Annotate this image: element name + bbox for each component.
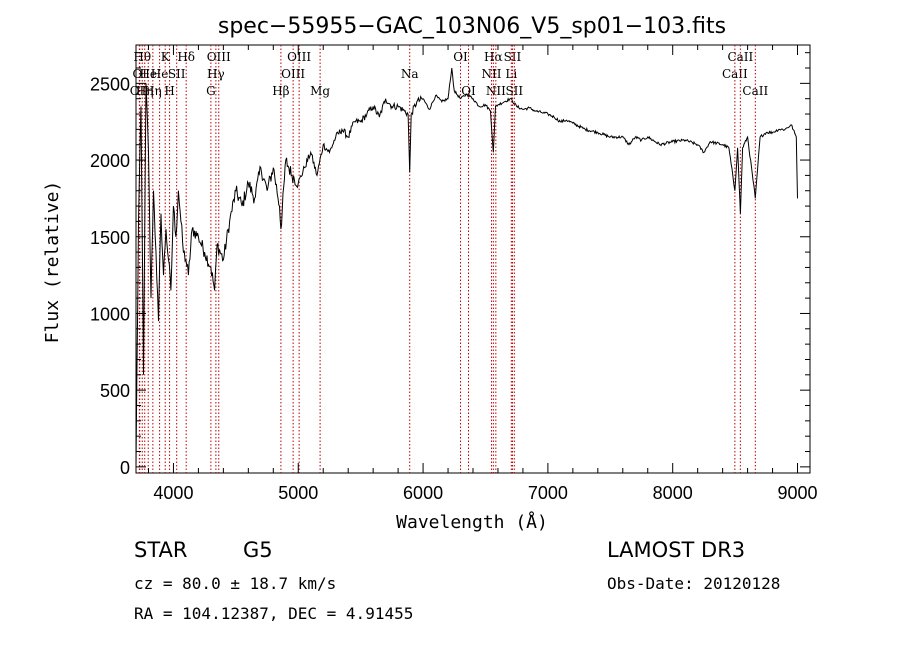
- axis-ticks: 4000 5000 6000 7000 8000 9000 0 500 1000 1500 2000…: [90, 45, 818, 503]
- spectral-line-label: OIII: [207, 50, 231, 64]
- spectral-line-label: Hα: [484, 50, 503, 64]
- obs-date: Obs-Date: 20120128: [607, 574, 781, 593]
- spectral-line-label: OIII: [281, 67, 305, 81]
- object-class: STAR: [134, 538, 188, 562]
- spectral-line-label: Hβ: [272, 84, 289, 98]
- x-tick-label: 4000: [153, 483, 193, 503]
- spectral-line-markers: OIIOIHθHηHeHηHeKHSIIHδGHγOIIIHβOIIIOIIIM…: [130, 45, 768, 473]
- spectral-line-label: SII: [504, 50, 522, 64]
- spectral-line-label: G: [206, 84, 216, 98]
- x-axis-label: Wavelength (Å): [396, 511, 548, 533]
- redshift-cz: cz = 80.0 ± 18.7 km/s: [134, 574, 337, 593]
- y-axis-label: Flux (relative): [42, 181, 63, 344]
- spectral-line-label: NII: [486, 84, 506, 98]
- y-tick-label: 2500: [90, 74, 130, 94]
- x-tick-label: 9000: [777, 483, 817, 503]
- spectral-line-label: K: [161, 50, 171, 64]
- spectral-line-label: SII: [168, 67, 186, 81]
- spectral-line-label: Hθ: [133, 50, 151, 64]
- spectral-line-label: OI: [453, 50, 468, 64]
- spectral-line-label: NII: [481, 67, 501, 81]
- x-tick-label: 6000: [403, 483, 443, 503]
- spectral-line-label: Mg: [310, 84, 330, 98]
- y-tick-label: 500: [100, 381, 130, 401]
- spectral-line-label: He: [151, 67, 169, 81]
- spectral-line-label: H: [164, 84, 174, 98]
- spectral-line-label: CaII: [727, 50, 753, 64]
- y-tick-label: 2000: [90, 151, 130, 171]
- spectral-line-label: OI: [461, 84, 476, 98]
- y-tick-label: 0: [120, 458, 130, 478]
- x-tick-label: 8000: [653, 483, 693, 503]
- spectrum-line: [135, 67, 798, 467]
- x-tick-label: 5000: [278, 483, 318, 503]
- x-tick-label: 7000: [528, 483, 568, 503]
- spectral-line-label: Hδ: [177, 50, 195, 64]
- y-tick-label: 1500: [90, 228, 130, 248]
- spectral-line-label: CaII: [742, 84, 768, 98]
- spectral-line-label: OI: [132, 67, 147, 81]
- survey-name: LAMOST DR3: [607, 538, 746, 562]
- plot-frame: [135, 44, 811, 474]
- spectral-line-label: OIII: [287, 50, 311, 64]
- spectral-line-label: Hγ: [207, 67, 225, 81]
- object-subclass: G5: [243, 538, 273, 562]
- spectral-line-label: Na: [401, 67, 419, 81]
- spectral-line-label: CaII: [722, 67, 748, 81]
- spectral-line-label: Hη: [144, 84, 162, 98]
- y-tick-label: 1000: [90, 304, 130, 324]
- ra-dec-coordinates: RA = 104.12387, DEC = 4.91455: [134, 604, 414, 623]
- chart-title: spec−55955−GAC_103N06_V5_sp01−103.fits: [218, 14, 726, 39]
- spectral-line-label: Li: [505, 67, 517, 81]
- spectral-line-label: SII: [505, 84, 523, 98]
- spectral-line-label: Hη: [136, 84, 154, 98]
